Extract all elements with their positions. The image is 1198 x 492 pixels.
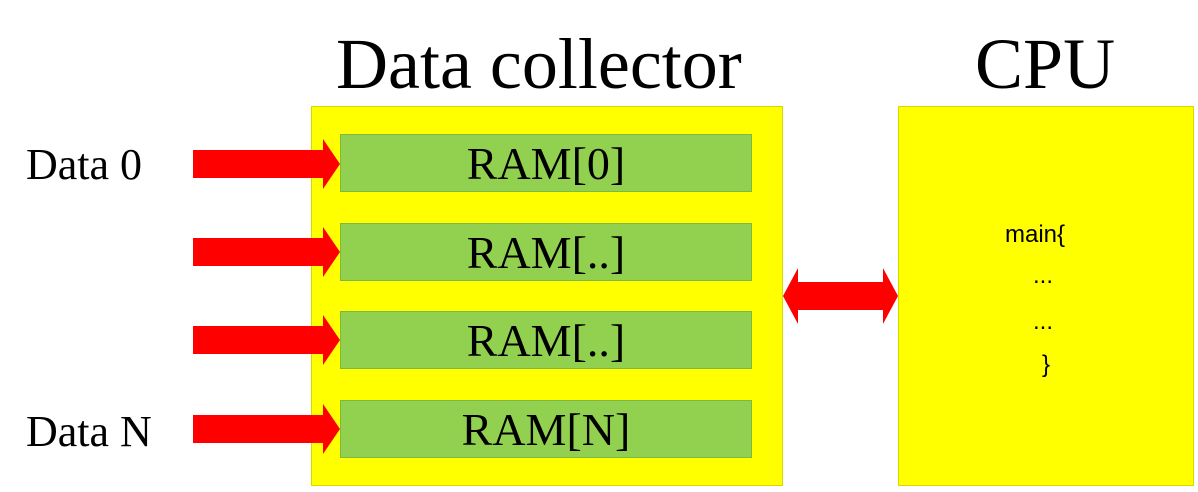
ram-slot-0: RAM[0]: [340, 134, 752, 192]
input-arrow-2: [193, 315, 340, 365]
input-arrow-0: [193, 139, 340, 189]
cpu-code-line: ...: [1033, 262, 1054, 289]
ram-slot-2: RAM[..]: [340, 311, 752, 369]
cpu-title: CPU: [975, 24, 1116, 104]
input-arrow-1: [193, 227, 340, 277]
cpu-box: [898, 106, 1194, 486]
cpu-code-line: main{: [1005, 221, 1066, 248]
data-collector-title: Data collector: [336, 24, 742, 104]
ram-slot-1: RAM[..]: [340, 223, 752, 281]
ram-slot-n: RAM[N]: [340, 400, 752, 458]
bidirectional-bus-arrow: [783, 268, 898, 324]
cpu-code-line: }: [1042, 351, 1051, 378]
input-arrow-n: [193, 404, 340, 454]
cpu-code-line: ...: [1033, 308, 1054, 335]
input-label-data-0: Data 0: [26, 140, 143, 189]
input-label-data-n: Data N: [26, 407, 152, 456]
